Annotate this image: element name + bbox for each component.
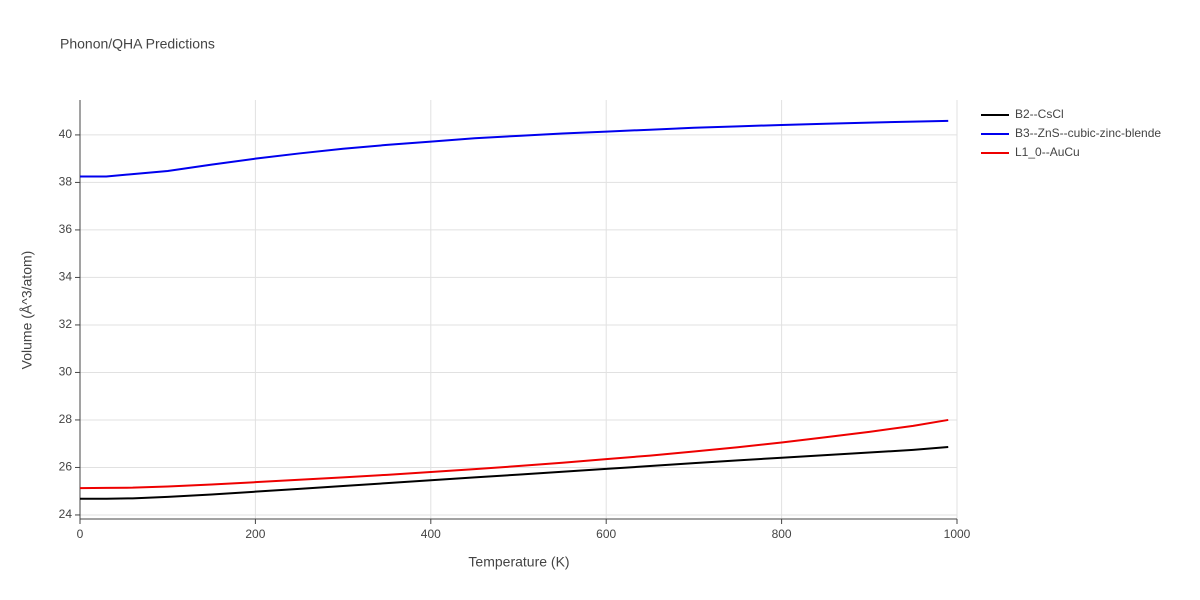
y-tick-label: 36 xyxy=(59,222,73,236)
line-series xyxy=(79,418,949,490)
line-series xyxy=(80,119,949,178)
x-tick-label: 0 xyxy=(77,527,84,541)
y-tick-label: 38 xyxy=(59,175,73,189)
x-axis-title: Temperature (K) xyxy=(468,554,569,570)
x-tick-label: 200 xyxy=(245,527,265,541)
x-tick-label: 1000 xyxy=(944,527,971,541)
y-axis-title: Volume (Å^3/atom) xyxy=(19,251,35,370)
y-tick-label: 40 xyxy=(59,127,73,141)
x-tick-label: 600 xyxy=(596,527,616,541)
y-tick-label: 28 xyxy=(59,412,73,426)
legend-label: L1_0--AuCu xyxy=(1015,145,1080,159)
x-tick-label: 400 xyxy=(421,527,441,541)
y-tick-label: 26 xyxy=(59,460,73,474)
y-tick-label: 24 xyxy=(59,507,73,521)
x-tick-label: 800 xyxy=(772,527,792,541)
y-tick-label: 34 xyxy=(59,270,73,284)
chart-title: Phonon/QHA Predictions xyxy=(60,36,215,52)
y-tick-label: 30 xyxy=(59,365,73,379)
legend-label: B3--ZnS--cubic-zinc-blende xyxy=(1015,126,1161,140)
line-series xyxy=(80,446,949,500)
y-tick-label: 32 xyxy=(59,317,73,331)
legend-label: B2--CsCl xyxy=(1015,107,1064,121)
